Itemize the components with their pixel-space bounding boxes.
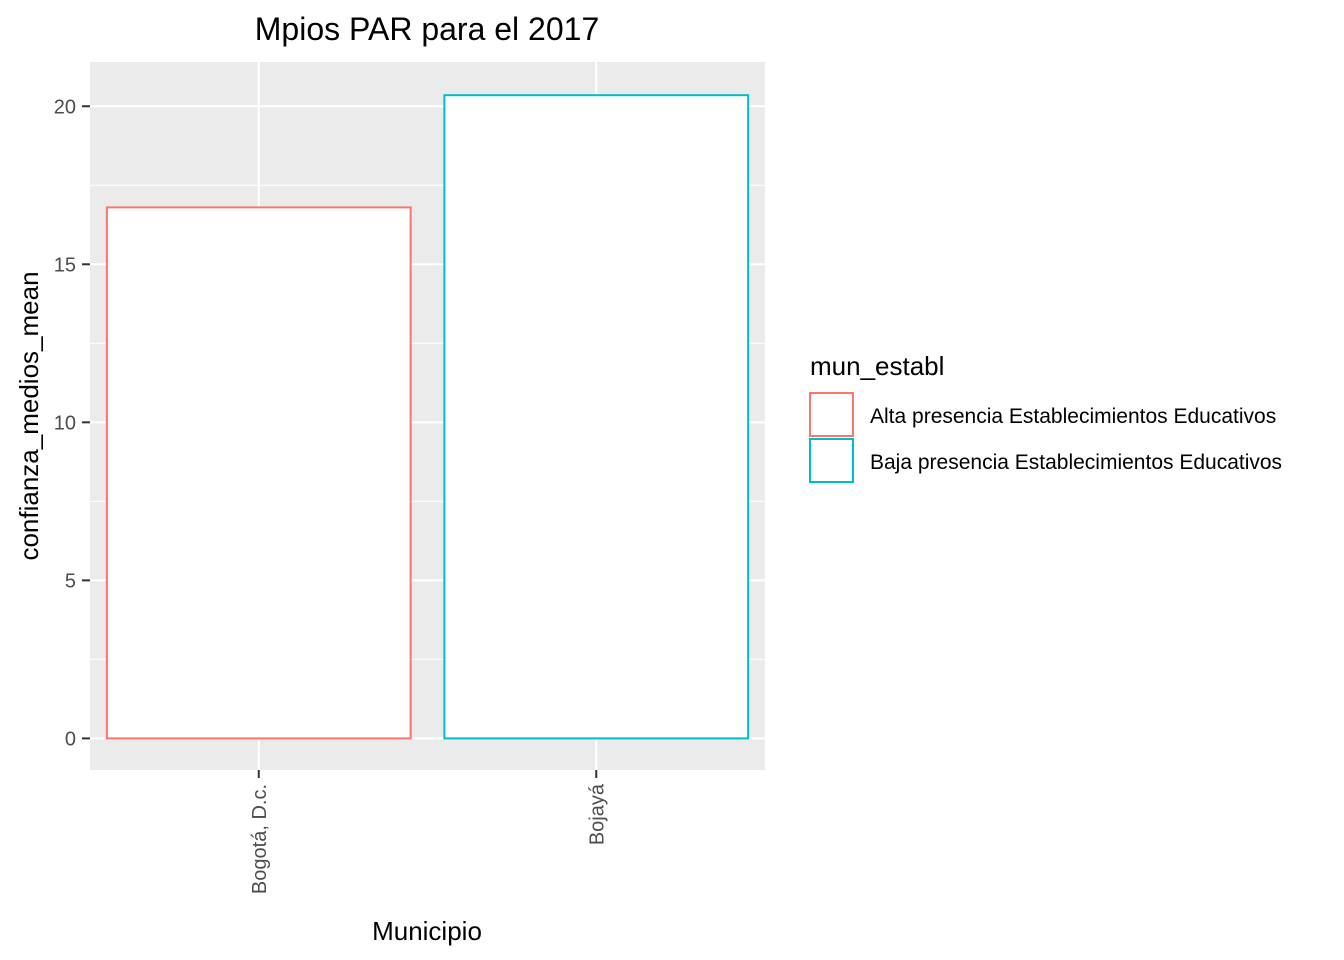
chart-title: Mpios PAR para el 2017 <box>255 11 599 47</box>
legend-title: mun_establ <box>810 351 944 381</box>
legend: mun_establ Alta presencia Establecimient… <box>809 351 1282 483</box>
x-axis: Bogotá, D.c. Bojayá <box>249 770 608 894</box>
legend-key-1 <box>809 392 854 437</box>
y-axis: 0 5 10 15 20 <box>54 96 90 750</box>
bar-1 <box>105 206 412 740</box>
y-tick-label: 20 <box>54 96 76 118</box>
legend-key-2 <box>809 438 854 483</box>
y-tick-label: 5 <box>65 570 76 592</box>
y-tick-label: 15 <box>54 254 76 276</box>
x-tick-label: Bogotá, D.c. <box>249 784 271 894</box>
y-tick-label: 10 <box>54 412 76 434</box>
x-tick-label: Bojayá <box>586 783 608 845</box>
y-axis-title: confianza_medios_mean <box>14 271 44 560</box>
x-axis-title: Municipio <box>372 916 482 946</box>
legend-label-2: Baja presencia Establecimientos Educativ… <box>870 451 1282 474</box>
y-tick-label: 0 <box>65 728 76 750</box>
bar-2 <box>443 94 750 740</box>
bars <box>105 94 750 740</box>
legend-label-1: Alta presencia Establecimientos Educativ… <box>870 405 1276 428</box>
